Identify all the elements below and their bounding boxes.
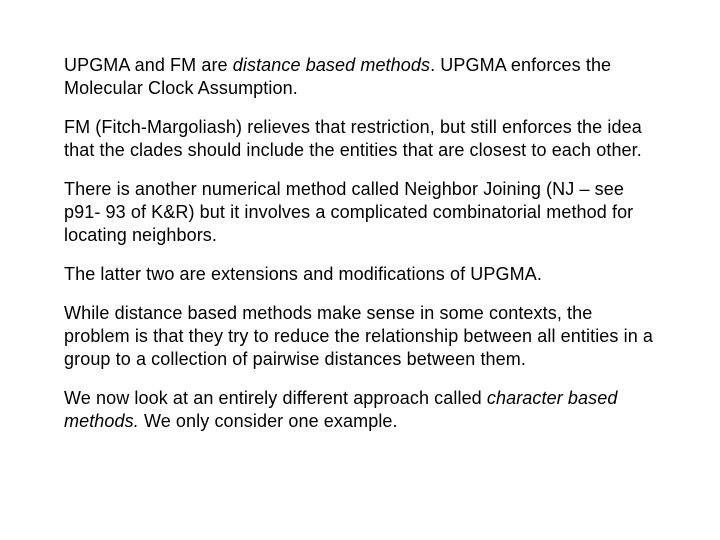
text-run: We only consider one example. (139, 411, 398, 431)
paragraph: FM (Fitch-Margoliash) relieves that rest… (64, 116, 656, 162)
text-run: UPGMA and FM are (64, 55, 233, 75)
text-run: We now look at an entirely different app… (64, 388, 487, 408)
text-run: There is another numerical method called… (64, 179, 633, 245)
paragraph: There is another numerical method called… (64, 178, 656, 247)
text-run: The latter two are extensions and modifi… (64, 264, 542, 284)
slide-body: UPGMA and FM are distance based methods.… (0, 0, 720, 540)
paragraph: UPGMA and FM are distance based methods.… (64, 54, 656, 100)
paragraph: We now look at an entirely different app… (64, 387, 656, 433)
text-run-italic: distance based methods (233, 55, 430, 75)
text-run: While distance based methods make sense … (64, 303, 653, 369)
paragraph: While distance based methods make sense … (64, 302, 656, 371)
text-run: FM (Fitch-Margoliash) relieves that rest… (64, 117, 642, 160)
paragraph: The latter two are extensions and modifi… (64, 263, 656, 286)
